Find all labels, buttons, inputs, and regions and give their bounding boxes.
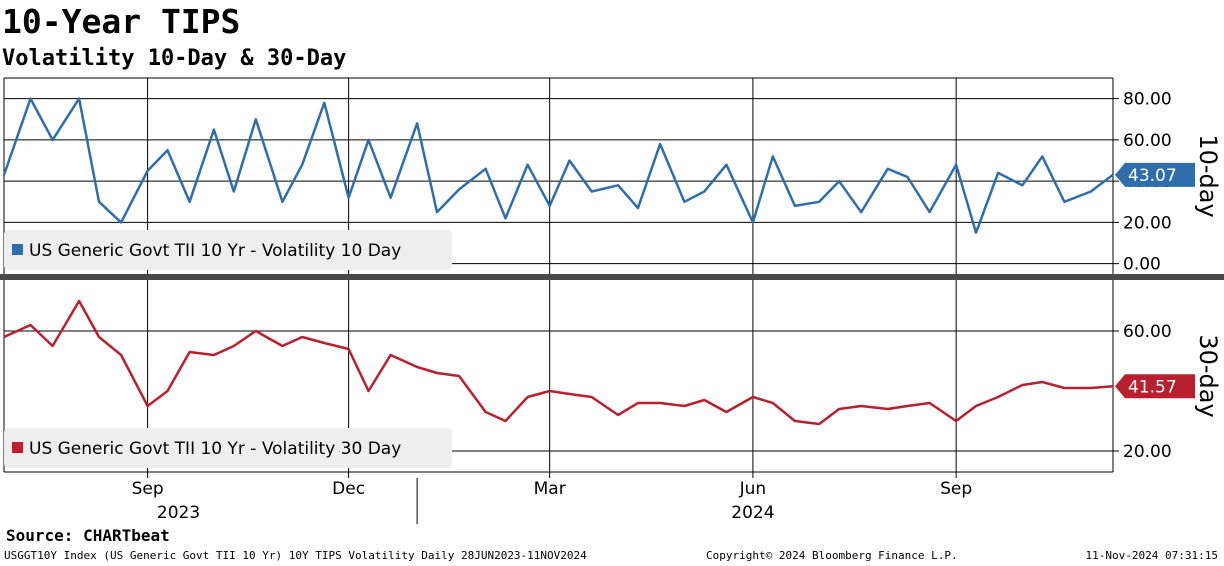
y-tick-label-10d: 20.00 — [1123, 213, 1172, 233]
y-tick-label-10d: 60.00 — [1123, 131, 1172, 151]
last-value-label-30d: 41.57 — [1128, 377, 1177, 397]
y-axis-title-10d: 10-day — [1194, 134, 1222, 217]
chart-subtitle: Volatility 10-Day & 30-Day — [2, 46, 347, 71]
x-tick-label: Sep — [132, 479, 164, 499]
legend-box-10d — [4, 230, 452, 270]
source-note: Source: CHARTbeat — [6, 526, 170, 545]
panel-divider — [0, 274, 1224, 280]
series-line-10d — [2, 97, 1114, 234]
legend-label-10d: US Generic Govt TII 10 Yr - Volatility 1… — [29, 241, 401, 261]
index-description: USGGT10Y Index (US Generic Govt TII 10 Y… — [4, 549, 587, 562]
legend-swatch-30d — [12, 442, 23, 453]
last-value-label-10d: 43.07 — [1128, 166, 1177, 186]
y-tick-label-30d: 20.00 — [1123, 442, 1172, 462]
y-tick-label-30d: 60.00 — [1123, 322, 1172, 342]
last-value-flag-10d — [1115, 162, 1195, 187]
timestamp: 11-Nov-2024 07:31:15 — [1085, 549, 1218, 562]
copyright-notice: Copyright© 2024 Bloomberg Finance L.P. — [706, 549, 958, 562]
legend-label-30d: US Generic Govt TII 10 Yr - Volatility 3… — [29, 439, 401, 459]
last-value-flag-30d — [1115, 374, 1195, 399]
x-tick-label: Dec — [332, 479, 365, 499]
x-year-label: 2023 — [157, 503, 200, 523]
x-tick-label: Jun — [739, 479, 767, 499]
legend-swatch-10d — [12, 244, 23, 255]
x-tick-label: Sep — [940, 479, 972, 499]
x-year-label: 2024 — [731, 503, 774, 523]
y-tick-label-10d: 80.00 — [1123, 90, 1172, 110]
chart-title: 10-Year TIPS — [2, 2, 241, 41]
y-tick-label-10d: 0.00 — [1123, 255, 1161, 275]
x-tick-label: Mar — [534, 479, 566, 499]
legend-box-30d — [4, 428, 452, 468]
y-axis-title-30d: 30-day — [1194, 334, 1222, 417]
series-line-30d — [3, 299, 1114, 426]
